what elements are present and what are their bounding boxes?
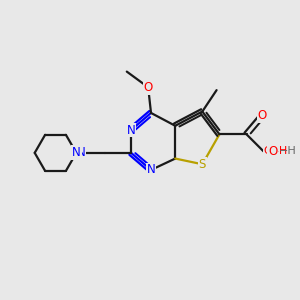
Text: O: O [258,109,267,122]
Text: O: O [268,145,277,158]
Text: N: N [147,164,155,176]
Text: O‒H: O‒H [264,146,288,156]
Text: S: S [199,158,206,171]
Text: N: N [77,146,85,159]
Text: −H: −H [278,146,296,156]
Text: N: N [127,124,135,136]
Text: N: N [72,146,81,159]
Text: O: O [143,81,153,94]
